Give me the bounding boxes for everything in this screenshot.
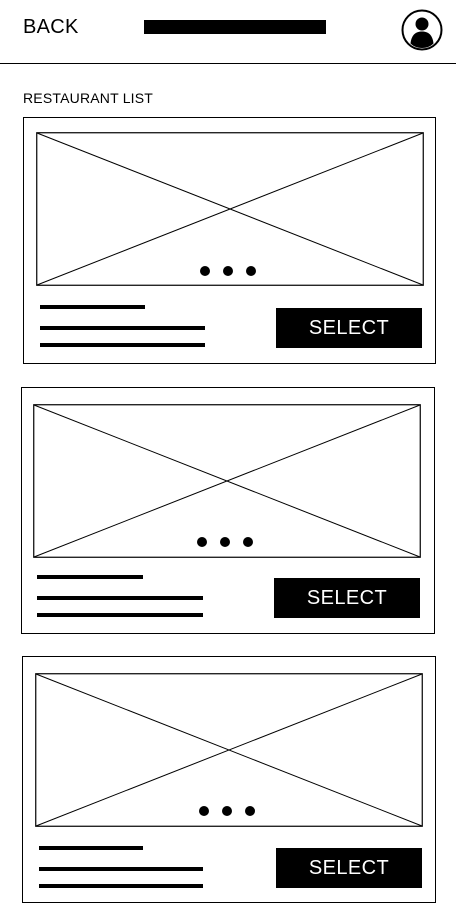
select-button[interactable]: SELECT [274,578,420,618]
carousel-dots[interactable] [200,266,256,276]
text-line-placeholder [39,867,203,871]
text-line-placeholder [40,343,205,347]
text-line-placeholder [39,884,203,888]
image-placeholder-icon[interactable] [33,404,421,558]
text-line-placeholder [37,613,203,617]
back-button[interactable]: BACK [23,16,79,38]
image-placeholder-icon[interactable] [35,673,423,827]
text-line-placeholder [39,846,143,850]
restaurant-card: SELECT [21,387,435,634]
text-line-placeholder [40,305,145,309]
restaurant-card: SELECT [22,656,436,903]
restaurant-card: SELECT [23,117,436,364]
app-header: BACK [0,0,456,64]
text-line-placeholder [40,326,205,330]
section-title: RESTAURANT LIST [23,90,154,106]
text-line-placeholder [37,596,203,600]
select-button[interactable]: SELECT [276,848,422,888]
carousel-dots[interactable] [197,537,253,547]
carousel-dots[interactable] [199,806,255,816]
select-button[interactable]: SELECT [276,308,422,348]
text-line-placeholder [37,575,143,579]
image-placeholder-icon[interactable] [36,132,424,286]
user-avatar-icon[interactable] [401,9,443,51]
page-title-placeholder [144,20,326,34]
